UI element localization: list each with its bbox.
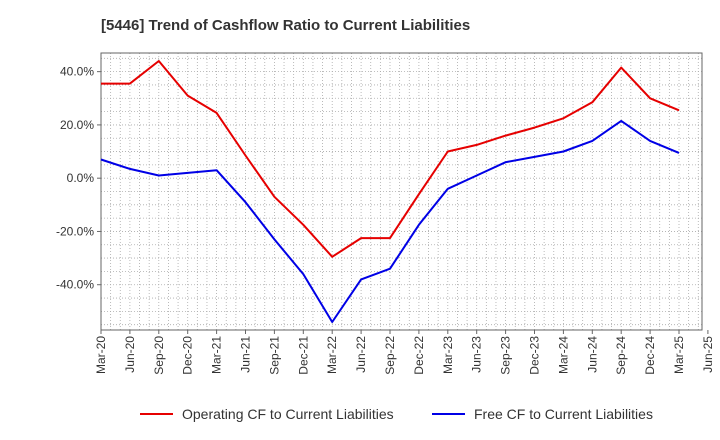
x-tick-label: Mar-20 [94, 336, 108, 374]
x-tick-label: Dec-20 [181, 336, 195, 375]
y-tick-label: 0.0% [67, 171, 95, 185]
x-tick-label: Dec-22 [412, 336, 426, 375]
x-tick-label: Sep-24 [614, 336, 628, 375]
x-tick-label: Mar-23 [441, 336, 455, 374]
chart-title: [5446] Trend of Cashflow Ratio to Curren… [101, 17, 470, 34]
legend-label-free: Free CF to Current Liabilities [474, 406, 653, 422]
series-lines [100, 60, 680, 323]
x-tick-label: Sep-22 [383, 336, 397, 375]
x-tick-label: Dec-24 [643, 336, 657, 375]
series-line-1 [100, 119, 680, 323]
plot-area [100, 52, 703, 331]
y-axis-tick-labels: 40.0% 20.0% 0.0% -20.0% -40.0% [56, 65, 101, 292]
y-tick-label: 20.0% [60, 118, 94, 132]
x-tick-label: Sep-23 [499, 336, 513, 375]
x-tick-label: Sep-20 [152, 336, 166, 375]
gridlines [100, 53, 702, 330]
x-tick-label: Mar-22 [325, 336, 339, 374]
y-tick-label: -20.0% [56, 224, 94, 238]
x-tick-label: Dec-21 [296, 336, 310, 375]
series-line-0 [101, 60, 680, 258]
x-tick-label: Mar-25 [672, 336, 686, 374]
x-tick-label: Jun-25 [701, 336, 715, 373]
y-tick-label: 40.0% [60, 65, 94, 79]
x-tick-label: Mar-24 [556, 336, 570, 374]
legend: Operating CF to Current Liabilities Free… [140, 406, 653, 422]
x-tick-label: Jun-24 [585, 336, 599, 373]
x-axis-tick-labels: Mar-20 Jun-20 Sep-20 Dec-20 Mar-21 Jun-21 Sep-… [94, 330, 715, 375]
legend-label-operating: Operating CF to Current Liabilities [182, 406, 394, 422]
x-tick-label: Jun-21 [239, 336, 253, 373]
x-tick-label: Sep-21 [267, 336, 281, 375]
x-tick-label: Mar-21 [210, 336, 224, 374]
x-tick-label: Jun-22 [354, 336, 368, 373]
x-tick-label: Jun-20 [123, 336, 137, 373]
x-tick-label: Jun-23 [470, 336, 484, 373]
x-tick-label: Dec-23 [528, 336, 542, 375]
y-tick-label: -40.0% [56, 278, 94, 292]
